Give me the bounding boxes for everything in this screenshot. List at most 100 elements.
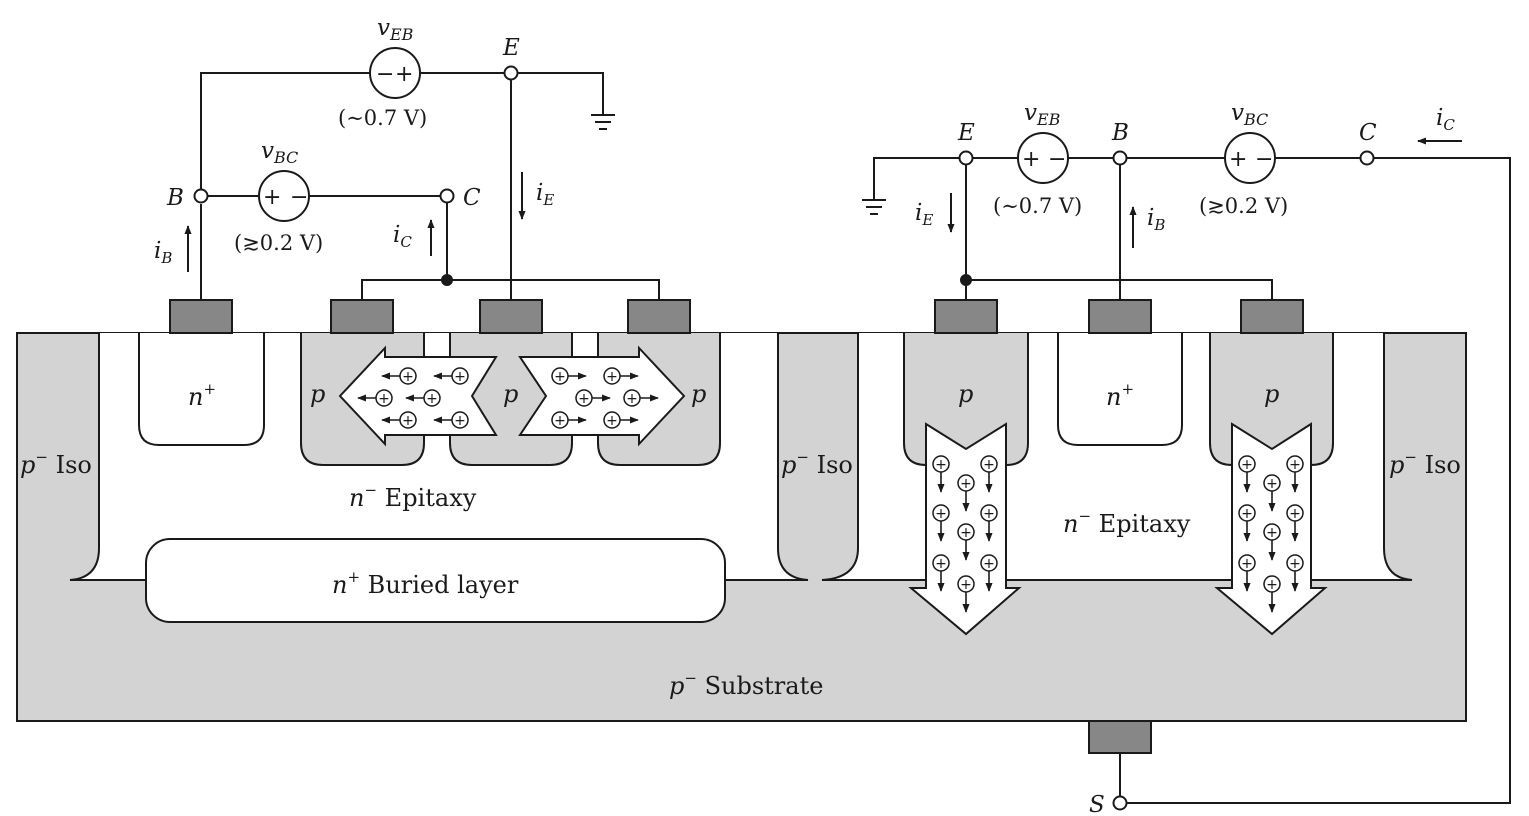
hole-plus-sign: + bbox=[960, 577, 972, 593]
hole-29: + bbox=[1286, 554, 1304, 592]
label-ib-left: iB bbox=[154, 238, 172, 267]
hole-26: + bbox=[1286, 504, 1304, 542]
label-s-right: S bbox=[1089, 792, 1105, 816]
label-buried-layer: n+ Buried layer bbox=[332, 568, 519, 599]
hole-25: + bbox=[1238, 504, 1256, 542]
hole-11: + bbox=[551, 411, 587, 429]
hole-3: + bbox=[405, 389, 441, 407]
hole-18: + bbox=[957, 523, 975, 561]
hole-circle bbox=[399, 367, 417, 385]
voltage-source-vbc-left bbox=[258, 170, 310, 222]
hole-circle bbox=[399, 411, 417, 429]
hole-7: + bbox=[551, 367, 587, 385]
hole-carriers: + + + + + + + + + + + + + + + + + + + + + + + + + + + + + + bbox=[357, 367, 1304, 613]
terminal-b-right[interactable] bbox=[1112, 150, 1128, 166]
contact-e-right-1 bbox=[934, 299, 998, 334]
label-veb-right: vEB bbox=[1024, 100, 1061, 129]
hole-circle bbox=[980, 554, 998, 572]
label-e-left: E bbox=[502, 35, 520, 61]
label-n-plus-left: n+ bbox=[188, 380, 216, 411]
label-ic-left: iC bbox=[393, 222, 412, 251]
hole-circle bbox=[980, 504, 998, 522]
hole-21: + bbox=[957, 575, 975, 613]
hole-24: + bbox=[1263, 474, 1281, 512]
terminal-s-right[interactable] bbox=[1112, 795, 1128, 811]
veb-right-neg: − bbox=[1048, 147, 1066, 172]
label-epitaxy-left: n− Epitaxy bbox=[349, 481, 477, 512]
hole-5: + bbox=[381, 411, 417, 429]
hole-9: + bbox=[575, 389, 611, 407]
wire-right-e-bus bbox=[966, 279, 1273, 300]
hole-plus-sign: + bbox=[960, 476, 972, 492]
hole-plus-sign: + bbox=[554, 413, 566, 429]
hole-plus-sign: + bbox=[378, 391, 390, 407]
terminal-e-right[interactable] bbox=[958, 150, 974, 166]
hole-plus-sign: + bbox=[935, 457, 947, 473]
hole-4: + bbox=[357, 389, 393, 407]
ground-symbol-left bbox=[591, 114, 615, 130]
terminal-c-left[interactable] bbox=[439, 188, 455, 204]
hole-circle bbox=[551, 411, 569, 429]
hole-13: + bbox=[932, 455, 950, 493]
veb-left-pos: + bbox=[395, 62, 413, 87]
hole-plus-sign: + bbox=[1241, 506, 1253, 522]
n-plus-buried-layer bbox=[145, 538, 726, 623]
hole-plus-sign: + bbox=[606, 413, 618, 429]
hole-circle bbox=[1286, 504, 1304, 522]
voltage-source-vbc-right bbox=[1224, 132, 1276, 184]
hole-circle bbox=[451, 367, 469, 385]
hole-plus-sign: + bbox=[1289, 556, 1301, 572]
label-b-right: B bbox=[1111, 120, 1129, 146]
hole-plus-sign: + bbox=[1289, 506, 1301, 522]
hole-10: + bbox=[623, 389, 659, 407]
hole-20: + bbox=[980, 554, 998, 592]
hole-circle bbox=[957, 575, 975, 593]
label-ib-right: iB bbox=[1147, 205, 1165, 234]
hole-plus-sign: + bbox=[402, 413, 414, 429]
terminal-c-right[interactable] bbox=[1359, 150, 1375, 166]
hole-plus-sign: + bbox=[1289, 457, 1301, 473]
hole-circle bbox=[1238, 504, 1256, 522]
hole-6: + bbox=[433, 411, 469, 429]
hole-circle bbox=[957, 523, 975, 541]
label-p-right-2: p bbox=[1264, 380, 1279, 408]
terminal-e-left[interactable] bbox=[503, 65, 519, 81]
hole-circle bbox=[603, 367, 621, 385]
left-bias-circuit bbox=[184, 47, 660, 300]
hole-plus-sign: + bbox=[983, 556, 995, 572]
label-vbc-right: vBC bbox=[1231, 100, 1268, 129]
veb-right-pos: + bbox=[1022, 147, 1040, 172]
label-p-left-3: p bbox=[691, 380, 706, 408]
hole-16: + bbox=[932, 504, 950, 542]
wire-right-ground bbox=[873, 157, 959, 199]
junction-dot-right bbox=[960, 274, 972, 286]
hole-circle bbox=[375, 389, 393, 407]
label-n-plus-right: n+ bbox=[1106, 380, 1134, 411]
hole-circle bbox=[1238, 554, 1256, 572]
hole-12: + bbox=[603, 411, 639, 429]
hole-plus-sign: + bbox=[1266, 525, 1278, 541]
hole-plus-sign: + bbox=[1266, 476, 1278, 492]
hole-circle bbox=[932, 504, 950, 522]
right-bias-circuit bbox=[862, 132, 1511, 811]
hole-plus-sign: + bbox=[578, 391, 590, 407]
junction-dot-left bbox=[441, 274, 453, 286]
hole-plus-sign: + bbox=[454, 413, 466, 429]
vbc-left-pos: + bbox=[263, 185, 281, 210]
value-veb-right: (∼0.7 V) bbox=[993, 194, 1082, 218]
label-p-left-2: p bbox=[503, 380, 518, 408]
label-b-left: B bbox=[166, 185, 184, 211]
hole-circle bbox=[1238, 455, 1256, 473]
label-ie-right: iE bbox=[915, 200, 933, 229]
hole-22: + bbox=[1238, 455, 1256, 493]
hole-circle bbox=[603, 411, 621, 429]
contact-b-left bbox=[169, 299, 233, 334]
terminal-b-left[interactable] bbox=[193, 188, 209, 204]
label-veb-left: vEB bbox=[377, 15, 414, 44]
hole-plus-sign: + bbox=[454, 369, 466, 385]
contact-b-right bbox=[1088, 299, 1152, 334]
hole-circle bbox=[1286, 554, 1304, 572]
vbc-left-neg: − bbox=[290, 185, 308, 210]
hole-circle bbox=[1263, 575, 1281, 593]
